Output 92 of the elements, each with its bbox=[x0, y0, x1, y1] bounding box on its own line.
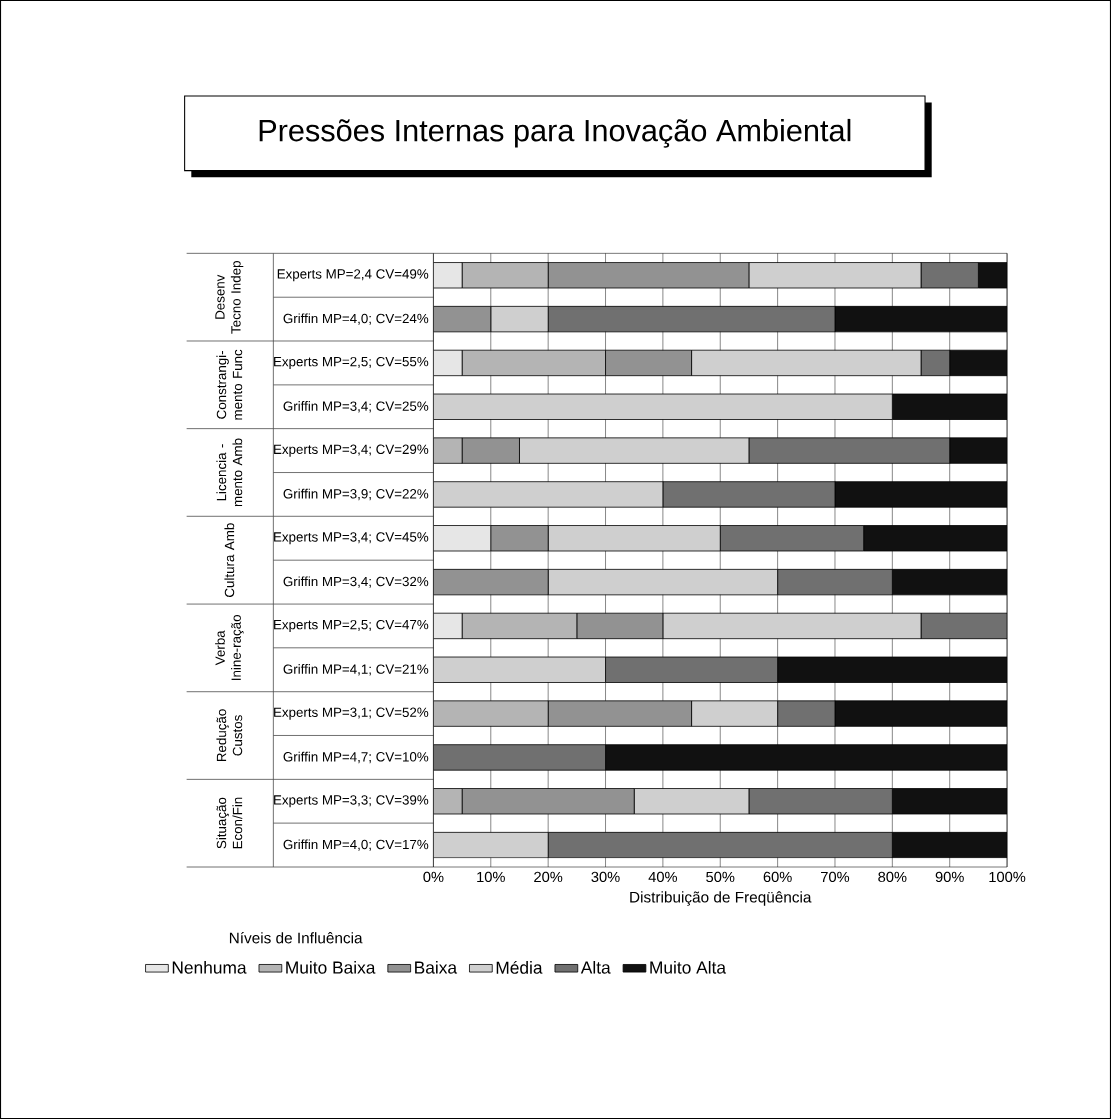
bar bbox=[605, 656, 779, 683]
bar bbox=[748, 262, 922, 289]
bar bbox=[461, 437, 520, 464]
bar bbox=[834, 305, 1008, 333]
bar bbox=[547, 525, 721, 552]
text: Licencia - mento Amb bbox=[216, 438, 243, 507]
y-tick-label: Experts MP=3,3; CV=39% bbox=[274, 795, 429, 808]
bar bbox=[949, 437, 1008, 464]
bar bbox=[547, 568, 779, 596]
bar bbox=[834, 700, 1008, 727]
bar bbox=[433, 744, 606, 771]
x-tick-label: 20% bbox=[534, 871, 563, 883]
x-tick-label: 0% bbox=[423, 871, 444, 883]
bar bbox=[891, 393, 1008, 420]
y-tick-label: Griffin MP=4,7; CV=10% bbox=[283, 751, 429, 764]
bar bbox=[777, 700, 836, 727]
text: Cultura Amb bbox=[224, 523, 235, 597]
y-tick-label: Griffin MP=4,0; CV=17% bbox=[283, 839, 429, 851]
legend-label: Média bbox=[496, 960, 543, 974]
x-tick-label: 60% bbox=[763, 871, 792, 883]
bar bbox=[662, 612, 922, 640]
bar bbox=[433, 656, 606, 683]
bar bbox=[633, 788, 750, 815]
bar bbox=[691, 349, 922, 377]
x-axis-title: Distribuição de Freqüência bbox=[630, 891, 812, 906]
text: Redução Custos bbox=[216, 709, 243, 762]
bar bbox=[777, 656, 1008, 683]
x-tick-label: 80% bbox=[878, 871, 907, 883]
x-tick-label: 100% bbox=[989, 871, 1026, 883]
bar bbox=[433, 568, 549, 596]
y-tick-label: Griffin MP=4,0; CV=24% bbox=[283, 313, 429, 325]
x-tick-label: 50% bbox=[706, 871, 735, 883]
x-tick-label: 90% bbox=[935, 871, 964, 883]
bar bbox=[691, 700, 779, 727]
legend-label: Nenhuma bbox=[172, 960, 247, 974]
legend-label: Baixa bbox=[415, 960, 458, 974]
x-tick-label: 40% bbox=[648, 871, 678, 883]
bar bbox=[547, 305, 836, 333]
bar bbox=[949, 349, 1008, 377]
bar bbox=[920, 262, 979, 289]
bar bbox=[519, 437, 750, 464]
bar bbox=[547, 262, 750, 289]
legend-label: Muito Alta bbox=[650, 960, 727, 974]
y-tick-label: Experts MP=3,4; CV=29% bbox=[274, 444, 429, 457]
bar bbox=[433, 481, 664, 508]
y-tick-label: Experts MP=3,1; CV=52% bbox=[274, 707, 429, 720]
bar bbox=[891, 788, 1008, 815]
bar bbox=[863, 525, 1008, 552]
bar bbox=[433, 700, 549, 727]
y-tick-label: Griffin MP=3,9; CV=22% bbox=[283, 488, 429, 501]
bar bbox=[490, 305, 549, 333]
y-tick-label: Experts MP=2,5; CV=55% bbox=[274, 356, 429, 369]
bar bbox=[461, 262, 549, 289]
bar bbox=[605, 349, 692, 377]
bar bbox=[891, 568, 1008, 596]
bar bbox=[576, 612, 664, 640]
bar bbox=[834, 481, 1008, 508]
bar bbox=[777, 568, 893, 596]
bar bbox=[547, 831, 893, 859]
bar bbox=[433, 393, 893, 420]
bar bbox=[490, 525, 549, 552]
bar bbox=[461, 349, 606, 377]
y-tick-label: Griffin MP=3,4; CV=25% bbox=[283, 401, 429, 413]
bar bbox=[433, 831, 549, 859]
text: Desenv Tecno Indep bbox=[215, 261, 244, 334]
bar bbox=[433, 305, 492, 333]
bar bbox=[748, 437, 951, 464]
legend-label: Alta bbox=[580, 960, 611, 974]
bar bbox=[605, 744, 1008, 771]
bar bbox=[547, 700, 692, 727]
text: Constrangi-mento Func bbox=[216, 349, 243, 420]
y-tick-label: Experts MP=2,4 CV=49% bbox=[277, 269, 429, 282]
legend-title: Níveis de Influência bbox=[229, 931, 363, 944]
bar bbox=[920, 612, 1008, 640]
y-tick-label: Griffin MP=4,1; CV=21% bbox=[283, 664, 429, 676]
bar bbox=[461, 788, 635, 815]
y-tick-label: Experts MP=3,4; CV=45% bbox=[274, 532, 429, 545]
y-tick-label: Experts MP=2,5; CV=47% bbox=[274, 619, 429, 632]
x-tick-label: 10% bbox=[477, 871, 505, 883]
x-tick-label: 30% bbox=[591, 871, 620, 883]
bar bbox=[433, 525, 492, 552]
bar bbox=[891, 831, 1008, 859]
bar bbox=[662, 481, 836, 508]
legend-label: Muito Baixa bbox=[286, 960, 376, 974]
text: Verba Inine-ração bbox=[215, 615, 244, 680]
bar bbox=[748, 788, 893, 815]
bar bbox=[461, 612, 578, 640]
chart-title: Pressões Internas para Inovação Ambiental bbox=[259, 118, 851, 148]
bar bbox=[719, 525, 865, 552]
y-tick-label: Griffin MP=3,4; CV=32% bbox=[283, 576, 429, 588]
x-tick-label: 70% bbox=[821, 871, 850, 883]
text: Situação Econ/Fin bbox=[216, 797, 243, 849]
